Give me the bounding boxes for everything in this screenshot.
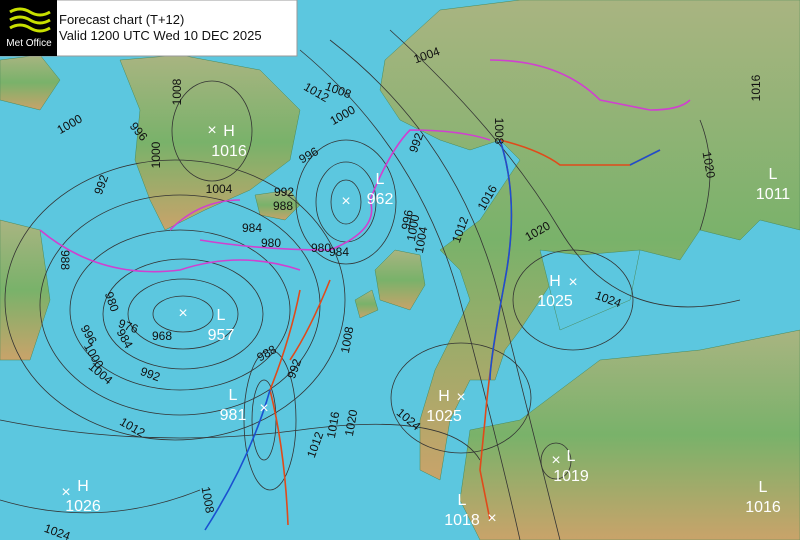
center-pressure: 1019 bbox=[553, 468, 589, 485]
center-type: L bbox=[567, 448, 576, 465]
isobar-label: 980 bbox=[261, 236, 281, 250]
isobar-label: 996 bbox=[399, 208, 416, 230]
center-marker: × bbox=[178, 305, 187, 322]
isobar-label: 980 bbox=[311, 241, 331, 255]
center-type: L bbox=[376, 171, 385, 188]
isobar-label: 968 bbox=[152, 329, 172, 343]
isobar-label: 984 bbox=[242, 221, 262, 235]
center-type: H bbox=[223, 123, 235, 140]
center-marker: × bbox=[259, 400, 268, 417]
isobar-label: 1004 bbox=[206, 182, 233, 196]
center-type: L bbox=[229, 387, 238, 404]
center-marker: × bbox=[61, 484, 70, 501]
isobar-label: 1000 bbox=[404, 213, 422, 242]
center-pressure: 1018 bbox=[444, 512, 480, 529]
isobar-label: 988 bbox=[273, 199, 293, 213]
center-marker: × bbox=[487, 510, 496, 527]
center-pressure: 981 bbox=[220, 407, 247, 424]
logo: Met Office bbox=[6, 38, 52, 49]
center-type: L bbox=[759, 479, 768, 496]
center-pressure: 957 bbox=[208, 327, 235, 344]
isobar-label: 1016 bbox=[749, 74, 763, 101]
isobar-label: 988 bbox=[58, 250, 72, 270]
center-pressure: 1025 bbox=[426, 408, 462, 425]
isobar-label: 992 bbox=[274, 185, 294, 199]
isobar-label: 992 bbox=[406, 131, 426, 155]
center-pressure: 1025 bbox=[537, 293, 573, 310]
isobar-label: 1008 bbox=[338, 325, 356, 354]
isobar-label: 1000 bbox=[149, 141, 163, 168]
center-pressure: 1026 bbox=[65, 498, 101, 515]
chart-title: Forecast chart (T+12) bbox=[59, 12, 184, 27]
isobar-label: 1020 bbox=[342, 408, 360, 437]
isobar-label: 1008 bbox=[492, 118, 506, 145]
center-marker: × bbox=[456, 389, 465, 406]
center-type: H bbox=[438, 388, 450, 405]
isobar-label: 976 bbox=[116, 316, 140, 336]
center-pressure: 962 bbox=[367, 191, 394, 208]
fronts bbox=[39, 59, 691, 531]
center-pressure: 1016 bbox=[211, 143, 247, 160]
isobar-label: 984 bbox=[329, 245, 349, 259]
center-marker: × bbox=[551, 452, 560, 469]
isobar-label: 1016 bbox=[324, 410, 342, 439]
center-type: L bbox=[458, 492, 467, 509]
isobar-label: 1008 bbox=[199, 485, 217, 514]
center-pressure: 1011 bbox=[756, 186, 791, 203]
isobar-label: 1008 bbox=[170, 78, 184, 105]
isobar-label: 992 bbox=[284, 357, 304, 381]
isobar-label: 992 bbox=[91, 173, 111, 197]
isobar-label: 980 bbox=[102, 290, 122, 314]
center-marker: × bbox=[341, 193, 350, 210]
header: Met Office Forecast chart (T+12) Valid 1… bbox=[0, 0, 298, 57]
valid-time: Valid 1200 UTC Wed 10 DEC 2025 bbox=[59, 28, 262, 43]
isobar-label: 1004 bbox=[412, 225, 430, 254]
center-marker: × bbox=[207, 122, 216, 139]
center-type: H bbox=[549, 273, 561, 290]
center-pressure: 1016 bbox=[745, 499, 781, 516]
isobar-label: 992 bbox=[138, 364, 162, 384]
center-type: L bbox=[217, 307, 226, 324]
center-type: H bbox=[77, 478, 89, 495]
isobars bbox=[0, 29, 741, 540]
isobar-label: 1020 bbox=[700, 150, 718, 179]
center-marker: × bbox=[568, 274, 577, 291]
center-type: L bbox=[769, 166, 778, 183]
